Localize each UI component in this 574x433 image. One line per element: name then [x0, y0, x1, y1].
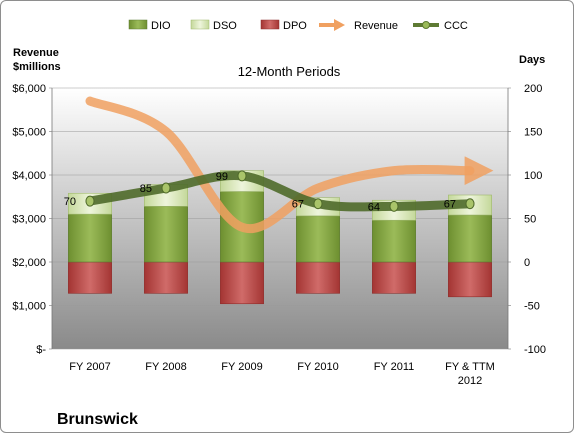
left-axis-title-line-1: Revenue: [13, 47, 59, 59]
legend: DIO DSO DPO Revenue CCC: [128, 19, 468, 32]
revenue-series: [85, 96, 494, 234]
legend-swatch-dpo: [260, 19, 280, 30]
bar-dio: [372, 219, 416, 263]
chart-title: 12-Month Periods: [238, 64, 341, 79]
category-label: FY 2007: [69, 361, 110, 373]
right-tick-label: -100: [524, 344, 546, 356]
ccc-point: [389, 200, 399, 212]
left-tick-label: $6,000: [12, 83, 46, 95]
bar-dio: [296, 215, 340, 263]
left-tick-label: $1,000: [12, 301, 46, 313]
category-label: FY 2010: [297, 361, 338, 373]
right-axis-title: Days: [519, 54, 545, 66]
company-name: Brunswick: [57, 411, 138, 428]
legend-label-revenue: Revenue: [354, 20, 398, 32]
left-axis-title-line-2: $millions: [13, 61, 61, 73]
ccc-data-label: 99: [216, 171, 228, 183]
legend-label-dpo: DPO: [283, 20, 307, 32]
ccc-data-label: 70: [64, 196, 76, 208]
left-tick-label: $5,000: [12, 127, 46, 139]
right-tick-label: 200: [524, 83, 542, 95]
ccc-point: [465, 198, 475, 210]
ccc-point: [161, 182, 171, 194]
ccc-line: [85, 170, 475, 212]
category-label: FY 2011: [374, 361, 415, 373]
right-tick-label: 100: [524, 170, 542, 182]
category-label: FY 2009: [221, 361, 262, 373]
legend-arrowhead-revenue: [334, 19, 345, 31]
legend-label-dio: DIO: [151, 20, 171, 32]
right-tick-label: 0: [524, 257, 530, 269]
right-tick-label: 50: [524, 214, 536, 226]
right-tick-label: 150: [524, 127, 542, 139]
left-tick-label: $4,000: [12, 170, 46, 182]
bar-dpo: [144, 261, 188, 294]
bar-dpo: [68, 261, 112, 294]
legend-swatch-dso: [190, 19, 210, 30]
legend-label-dso: DSO: [213, 20, 237, 32]
category-label: 2012: [458, 375, 482, 387]
legend-marker-ccc: [422, 21, 430, 29]
left-tick-label: $2,000: [12, 257, 46, 269]
left-tick-label: $3,000: [12, 214, 46, 226]
ccc-data-label: 64: [368, 201, 380, 213]
legend-label-ccc: CCC: [444, 20, 468, 32]
ccc-point: [85, 195, 95, 207]
bar-dio: [448, 214, 492, 263]
right-axis: -100 -50 0 50 100 150 200: [507, 83, 546, 356]
ccc-series: 70 85 99 67 64 67: [64, 170, 475, 213]
category-axis: FY 2007 FY 2008 FY 2009 FY 2010 FY 2011 FY & …: [69, 361, 495, 387]
bar-dpo: [296, 261, 340, 294]
bar-dpo: [448, 261, 492, 298]
bar-dpo: [372, 261, 416, 294]
ccc-point: [237, 170, 247, 182]
ccc-point: [313, 198, 323, 210]
right-tick-label: -50: [524, 301, 540, 313]
category-label: FY & TTM: [445, 361, 495, 373]
ccc-data-label: 67: [292, 199, 304, 211]
ccc-data-label: 67: [444, 199, 456, 211]
category-label: FY 2008: [145, 361, 186, 373]
revenue-line: [85, 96, 494, 234]
bar-dpo: [220, 261, 264, 305]
legend-swatch-dio: [128, 19, 148, 30]
ccc-data-label: 85: [140, 183, 152, 195]
bar-dio: [68, 213, 112, 263]
left-axis: $- $1,000 $2,000 $3,000 $4,000 $5,000 $6,000: [12, 83, 53, 356]
left-tick-label: $-: [36, 344, 46, 356]
bar-dio: [144, 206, 188, 263]
